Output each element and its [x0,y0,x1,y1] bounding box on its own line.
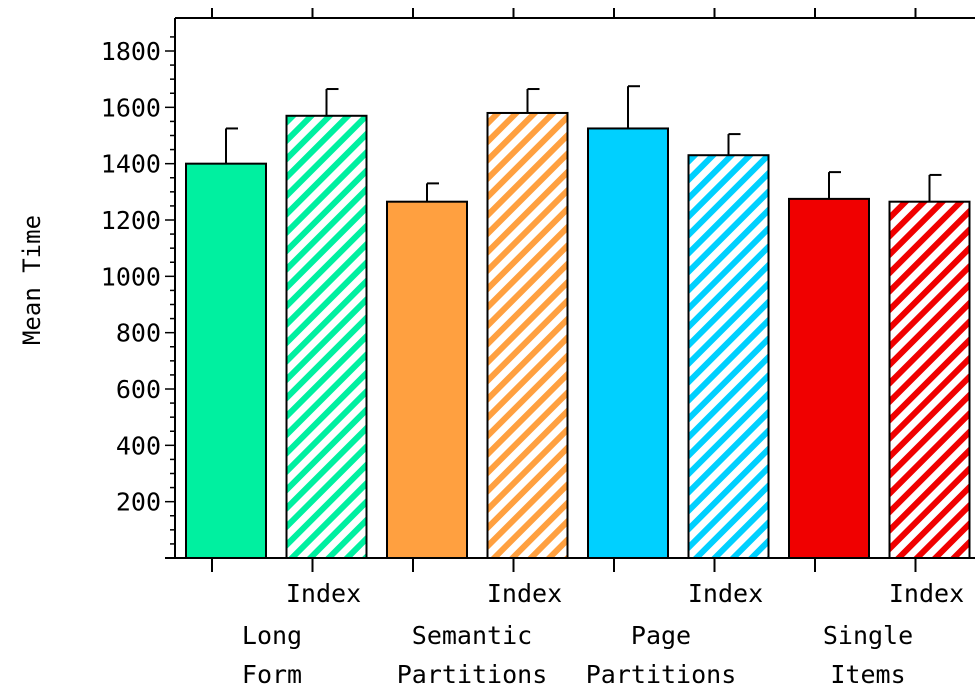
index-label: Index [487,579,562,608]
group-label-line1: Page [631,621,691,650]
bar-8 [888,200,971,559]
y-tick-label: 1200 [101,206,161,235]
y-tick-label: 600 [116,375,161,404]
y-tick-label: 1600 [101,93,161,122]
group-label-line2: Form [242,660,302,689]
group-label-line1: Single [823,621,913,650]
group-label-line1: Long [242,621,302,650]
bar-2 [285,114,368,560]
y-tick-label: 200 [116,488,161,517]
index-label: Index [688,579,763,608]
axes-layer [165,8,975,572]
bar-6 [687,154,770,559]
bars-layer [185,85,971,560]
bar-5 [587,127,669,559]
group-label-line2: Partitions [397,660,548,689]
y-tick-label: 800 [116,319,161,348]
y-tick-label: 1800 [101,37,161,66]
y-tick-label: 400 [116,431,161,460]
index-label: Index [889,579,964,608]
bar-4 [486,111,569,559]
bar-7 [788,197,870,559]
bar-3 [386,200,468,559]
y-axis-label: Mean Time [18,215,46,345]
y-tick-label: 1400 [101,150,161,179]
y-tick-label: 1000 [101,262,161,291]
group-label-line1: Semantic [412,621,532,650]
group-label-line2: Partitions [586,660,737,689]
group-label-line2: Items [830,660,905,689]
index-label: Index [286,579,361,608]
labels-layer: 200 400 600 800 1000 1200 1400 1600 1800 Index Ind… [18,37,964,689]
bar-1 [185,162,267,560]
